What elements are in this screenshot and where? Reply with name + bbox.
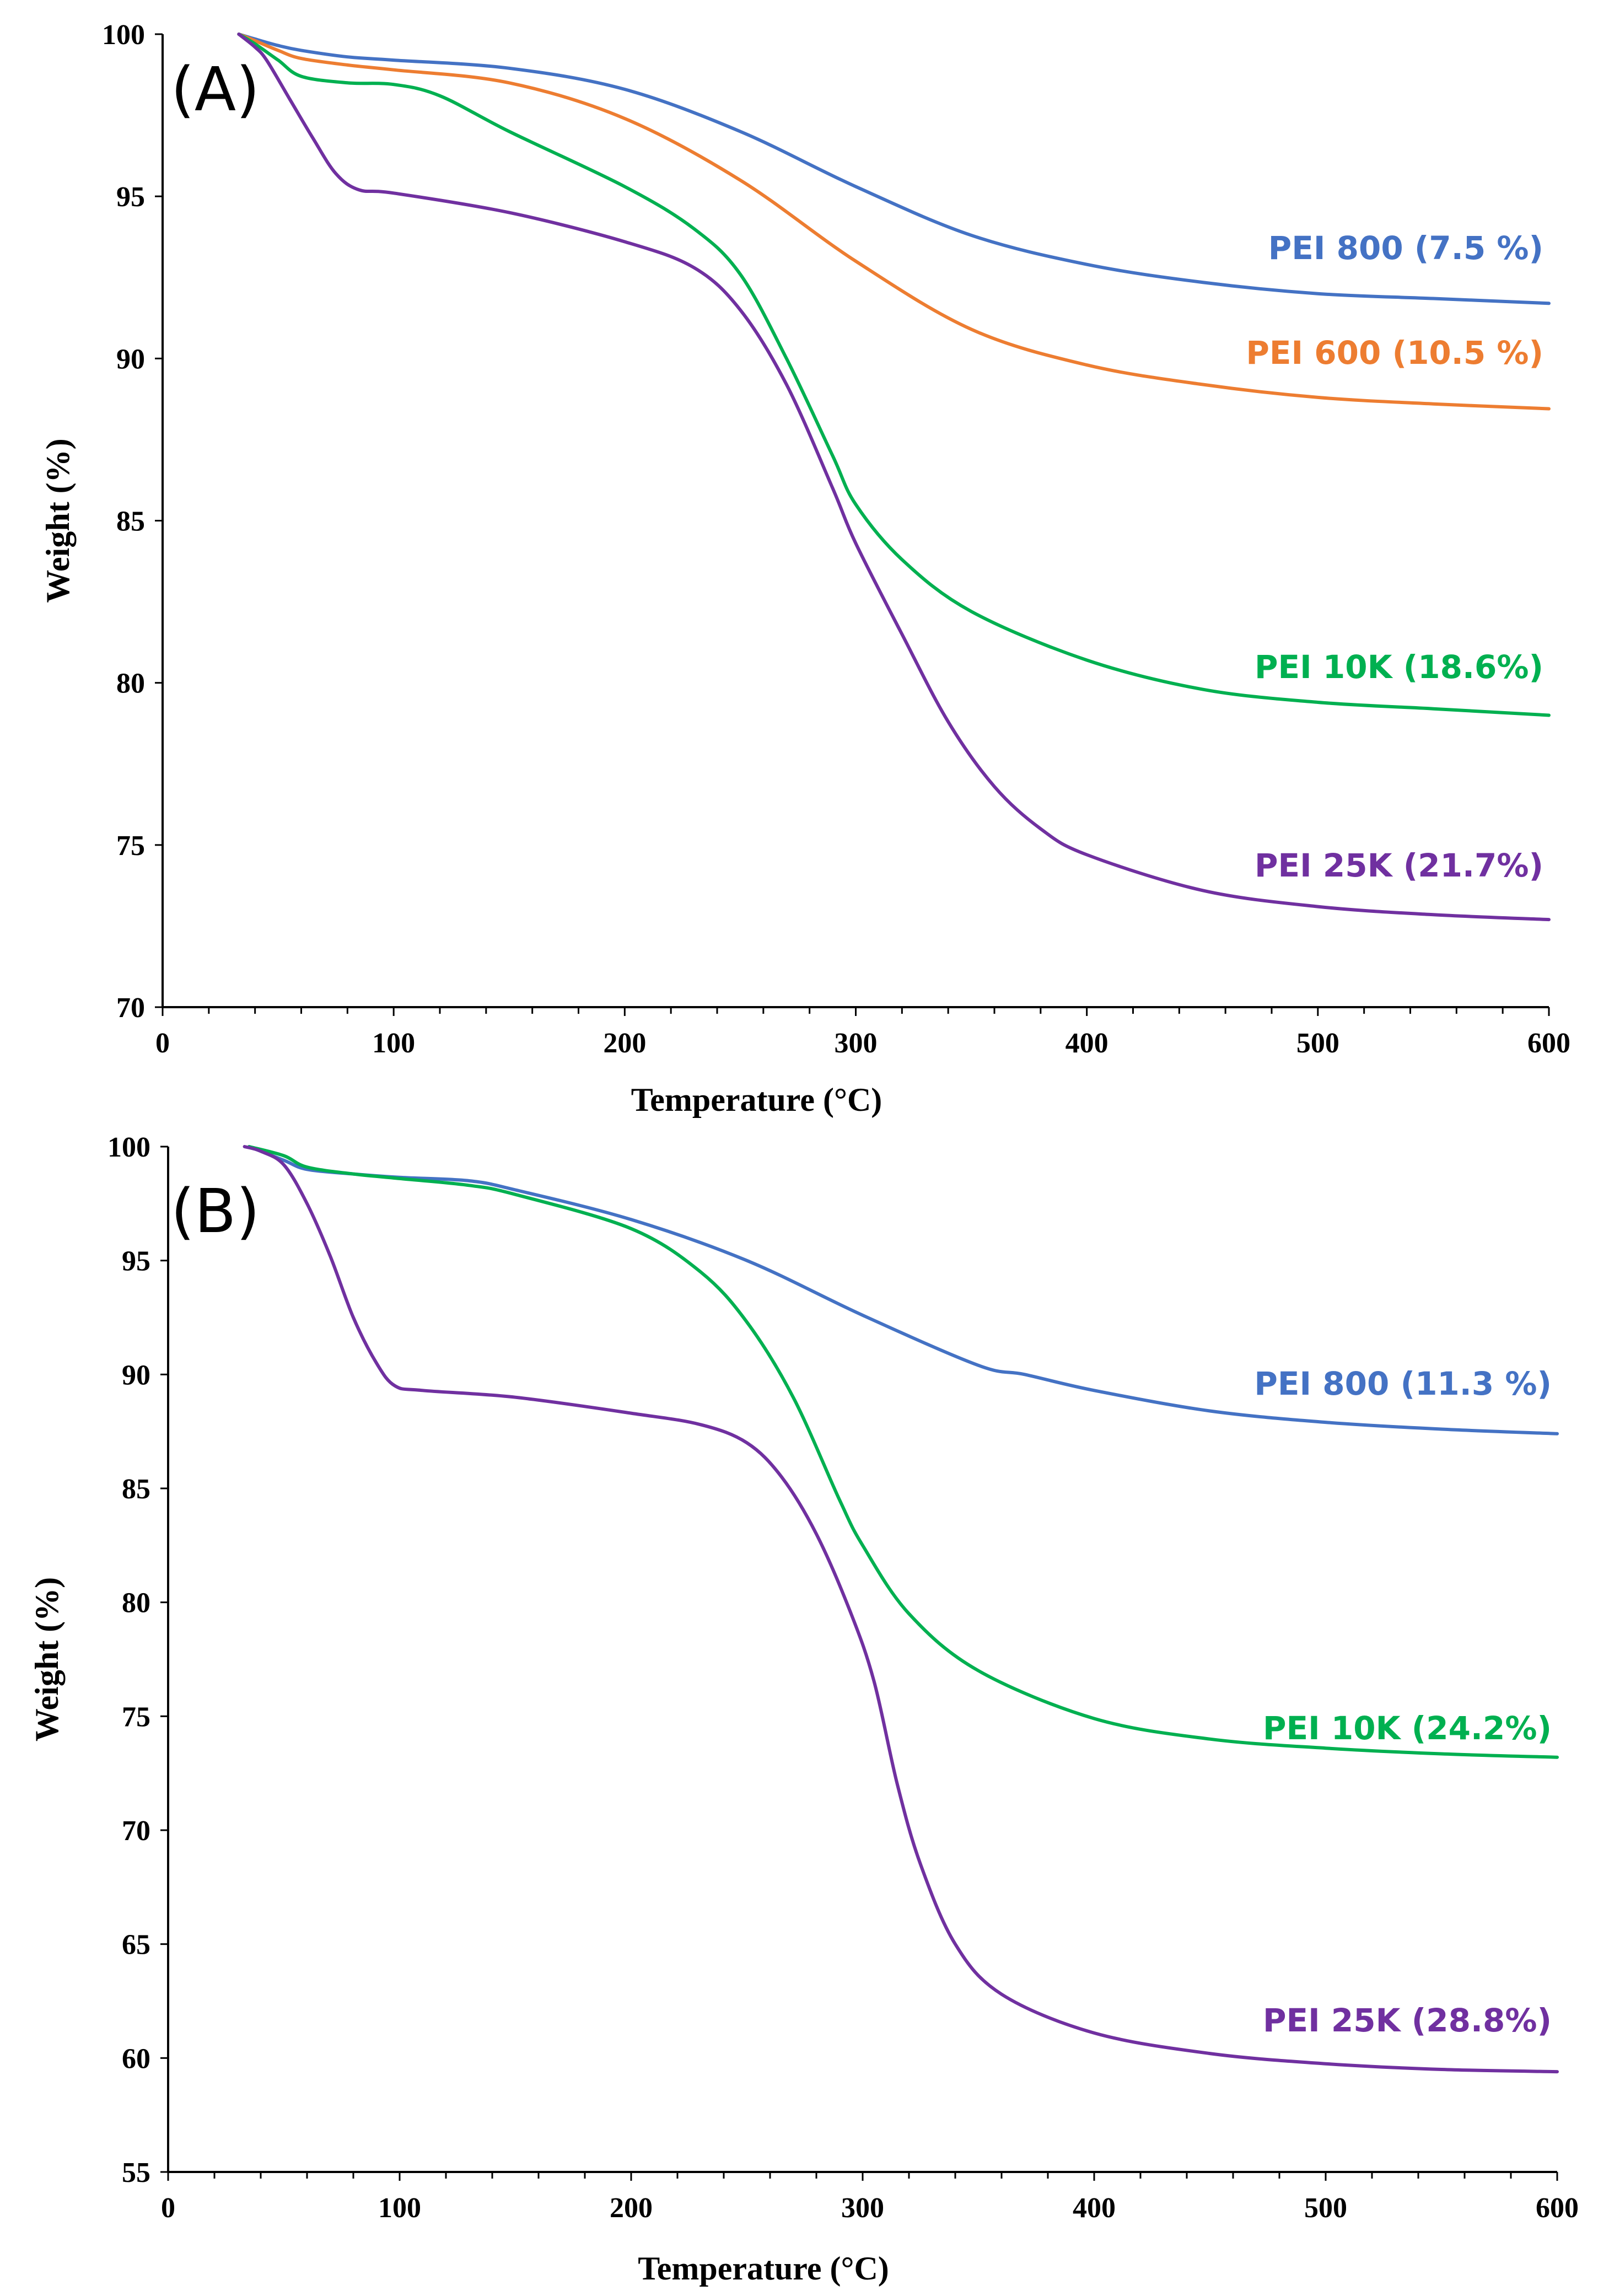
x-tick-label: 300 <box>841 2192 884 2224</box>
y-tick-label: 95 <box>122 1246 150 1277</box>
series-label: PEI 25K (28.8%) <box>1263 2002 1552 2039</box>
y-tick-label: 100 <box>107 1132 150 1163</box>
plot-area <box>163 34 1549 1007</box>
x-tick-label: 600 <box>1527 1028 1570 1059</box>
series-line-pei-600 <box>237 33 1551 411</box>
y-tick-label: 100 <box>102 19 145 51</box>
series-label: PEI 600 (10.5 %) <box>1246 334 1543 372</box>
chart-panel-a: 70 75 80 85 90 95 100 0 100 200 300 400 500 600 (A) T… <box>40 19 1570 1118</box>
chart-panel-b: 55 60 65 70 75 80 85 90 95 100 0 100 200 300 400 500 600… <box>29 1132 1579 2287</box>
series-label: PEI 800 (7.5 %) <box>1268 229 1543 267</box>
x-tick-label: 100 <box>372 1028 415 1059</box>
series-label: PEI 25K (21.7%) <box>1255 847 1543 884</box>
series-line-pei-10k <box>247 1145 1559 1759</box>
x-tick-label: 200 <box>603 1028 646 1059</box>
panel-label: (A) <box>171 54 260 125</box>
y-tick-label: 85 <box>116 506 145 537</box>
x-tick-label: 200 <box>610 2192 653 2224</box>
y-tick-label: 75 <box>122 1701 150 1733</box>
y-tick-label: 60 <box>122 2043 150 2074</box>
y-axis-title: Weight (%) <box>40 438 76 603</box>
y-tick-label: 65 <box>122 1929 150 1961</box>
y-tick-label: 90 <box>116 343 145 375</box>
y-tick-label: 90 <box>122 1359 150 1391</box>
series-line-pei-25k <box>237 33 1551 922</box>
y-tick-label: 55 <box>122 2157 150 2189</box>
y-tick-label: 80 <box>116 668 145 700</box>
x-tick-label: 300 <box>835 1028 878 1059</box>
x-axis-title: Temperature (°C) <box>631 1082 882 1118</box>
x-tick-label: 400 <box>1073 2192 1116 2224</box>
series-line-pei-25k <box>243 1145 1559 2074</box>
series-label: PEI 10K (24.2%) <box>1263 1709 1552 1747</box>
x-tick-label: 600 <box>1536 2192 1579 2224</box>
y-tick-label: 75 <box>116 830 145 862</box>
series-label: PEI 10K (18.6%) <box>1255 648 1543 686</box>
series-line-pei-10k <box>237 33 1551 717</box>
x-tick-label: 0 <box>161 2192 175 2224</box>
x-tick-label: 500 <box>1296 1028 1339 1059</box>
y-axis-title: Weight (%) <box>29 1577 65 1741</box>
x-axis-title: Temperature (°C) <box>638 2250 889 2287</box>
series-line-pei-800 <box>237 33 1551 305</box>
y-tick-label: 85 <box>122 1474 150 1505</box>
y-tick-label: 80 <box>122 1588 150 1619</box>
y-tick-label: 95 <box>116 181 145 213</box>
x-tick-label: 500 <box>1304 2192 1347 2224</box>
panel-label: (B) <box>171 1176 260 1246</box>
y-tick-label: 70 <box>116 992 145 1024</box>
x-tick-label: 400 <box>1066 1028 1108 1059</box>
x-tick-label: 100 <box>378 2192 421 2224</box>
plot-area <box>168 1147 1557 2172</box>
series-label: PEI 800 (11.3 %) <box>1254 1365 1552 1402</box>
x-tick-label: 0 <box>155 1028 170 1059</box>
y-tick-label: 70 <box>122 1815 150 1847</box>
